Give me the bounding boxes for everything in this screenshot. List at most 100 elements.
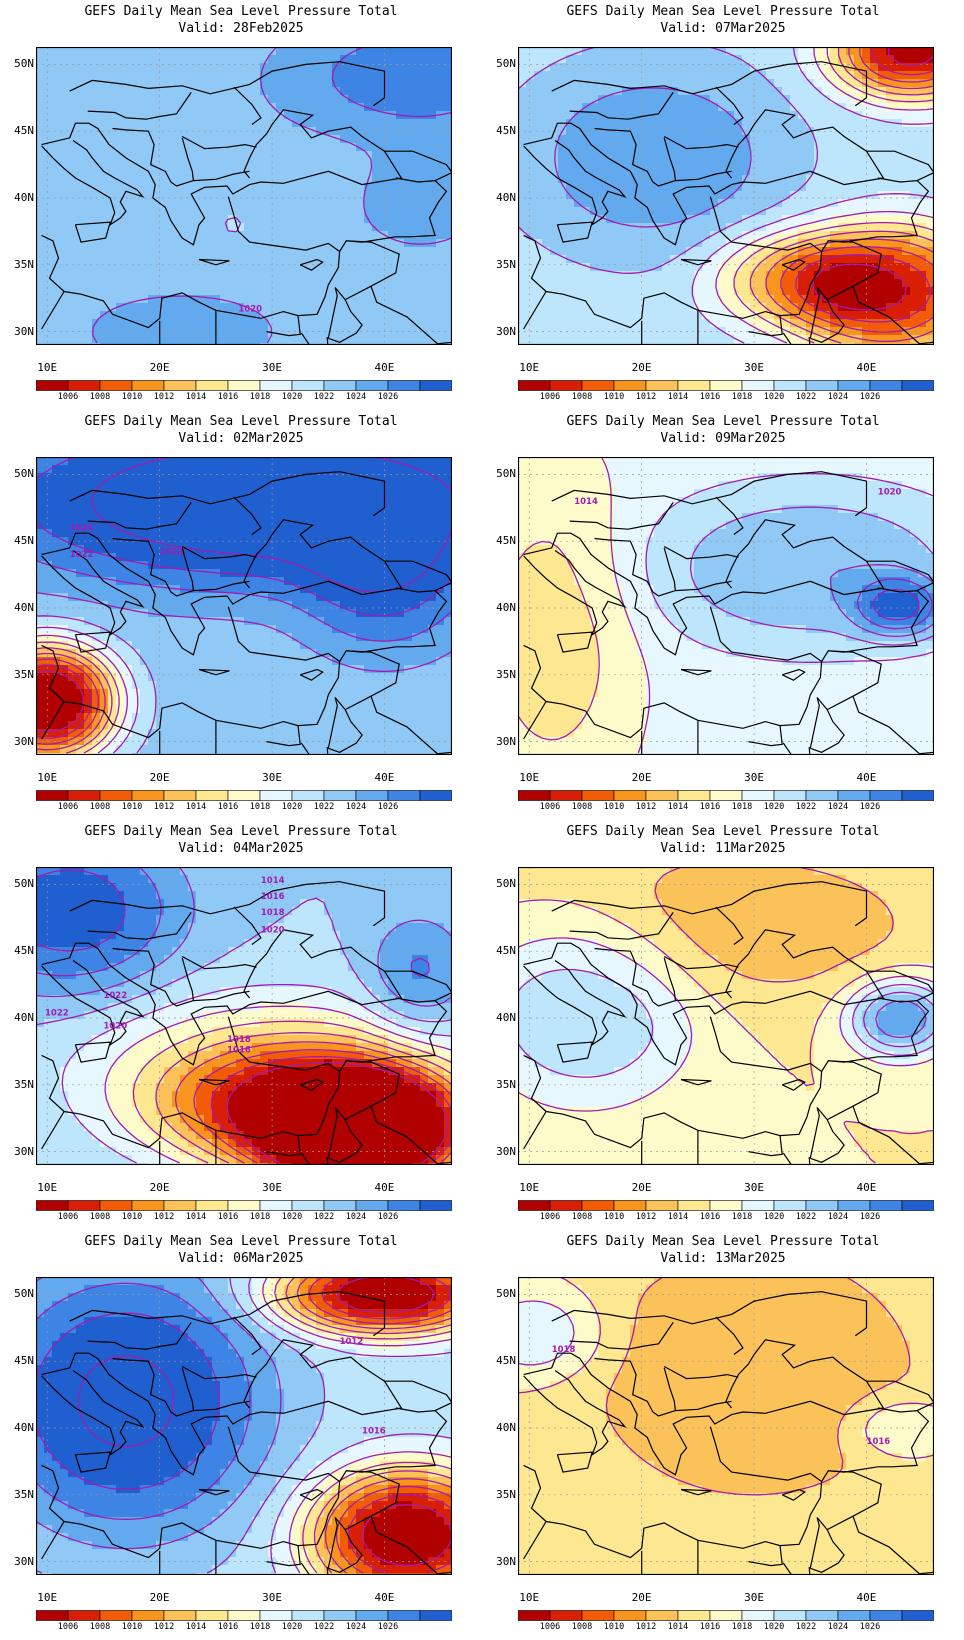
pressure-cell bbox=[614, 263, 623, 272]
pressure-cell bbox=[550, 159, 559, 168]
pressure-cell bbox=[292, 127, 301, 136]
pressure-cell bbox=[284, 489, 293, 498]
pressure-cell bbox=[582, 47, 591, 56]
pressure-cell bbox=[140, 79, 149, 88]
pressure-cell bbox=[396, 287, 405, 296]
pressure-cell bbox=[228, 223, 237, 232]
pressure-cell bbox=[164, 473, 173, 482]
pressure-cell bbox=[686, 135, 695, 144]
pressure-cell bbox=[388, 151, 397, 160]
pressure-cell bbox=[436, 497, 445, 506]
pressure-cell bbox=[92, 311, 101, 320]
pressure-cell bbox=[678, 191, 687, 200]
pressure-cell bbox=[436, 151, 445, 160]
pressure-cell bbox=[324, 513, 333, 522]
pressure-cell bbox=[324, 255, 333, 264]
pressure-cell bbox=[188, 255, 197, 264]
pressure-cell bbox=[774, 159, 783, 168]
pressure-cell bbox=[646, 175, 655, 184]
pressure-cell bbox=[244, 231, 253, 240]
pressure-cell bbox=[782, 135, 791, 144]
pressure-cell bbox=[180, 327, 189, 336]
pressure-cell bbox=[252, 63, 261, 72]
pressure-cell bbox=[444, 585, 452, 594]
pressure-cell bbox=[372, 311, 381, 320]
pressure-cell bbox=[244, 111, 253, 120]
pressure-cell bbox=[364, 457, 373, 466]
pressure-cell bbox=[742, 159, 751, 168]
pressure-cell bbox=[196, 295, 205, 304]
pressure-cell bbox=[630, 119, 639, 128]
pressure-cell bbox=[694, 95, 703, 104]
pressure-cell bbox=[830, 151, 839, 160]
pressure-cell bbox=[574, 111, 583, 120]
pressure-cell bbox=[702, 263, 711, 272]
pressure-cell bbox=[364, 311, 373, 320]
pressure-cell bbox=[244, 119, 253, 128]
pressure-cell bbox=[316, 199, 325, 208]
pressure-cell bbox=[220, 489, 229, 498]
pressure-cell bbox=[870, 303, 879, 312]
pressure-cell bbox=[100, 79, 109, 88]
pressure-cell bbox=[854, 159, 863, 168]
pressure-cell bbox=[718, 231, 727, 240]
pressure-cell bbox=[798, 111, 807, 120]
pressure-cell bbox=[854, 167, 863, 176]
pressure-cell bbox=[36, 335, 45, 344]
pressure-cell bbox=[798, 199, 807, 208]
pressure-cell bbox=[252, 319, 261, 328]
pressure-cell bbox=[364, 529, 373, 538]
pressure-cell bbox=[124, 577, 133, 586]
pressure-cell bbox=[284, 239, 293, 248]
pressure-cell bbox=[870, 135, 879, 144]
pressure-cell bbox=[180, 47, 189, 56]
pressure-cell bbox=[44, 569, 53, 578]
pressure-cell bbox=[356, 311, 365, 320]
pressure-cell bbox=[164, 505, 173, 514]
pressure-cell bbox=[68, 167, 77, 176]
pressure-cell bbox=[622, 71, 631, 80]
pressure-cell bbox=[550, 207, 559, 216]
pressure-cell bbox=[380, 311, 389, 320]
pressure-cell bbox=[662, 159, 671, 168]
pressure-cell bbox=[550, 111, 559, 120]
pressure-cell bbox=[758, 279, 767, 288]
pressure-cell bbox=[300, 71, 309, 80]
pressure-cell bbox=[550, 151, 559, 160]
pressure-cell bbox=[276, 295, 285, 304]
pressure-cell bbox=[60, 247, 69, 256]
pressure-cell bbox=[862, 191, 871, 200]
pressure-cell bbox=[574, 215, 583, 224]
pressure-cell bbox=[388, 183, 397, 192]
pressure-cell bbox=[806, 247, 815, 256]
pressure-cell bbox=[76, 311, 85, 320]
pressure-cell bbox=[846, 151, 855, 160]
pressure-cell bbox=[220, 135, 229, 144]
pressure-cell bbox=[814, 311, 823, 320]
pressure-cell bbox=[156, 119, 165, 128]
pressure-cell bbox=[838, 199, 847, 208]
pressure-cell bbox=[694, 63, 703, 72]
pressure-cell bbox=[750, 167, 759, 176]
pressure-cell bbox=[598, 95, 607, 104]
pressure-cell bbox=[646, 143, 655, 152]
pressure-cell bbox=[52, 513, 61, 522]
pressure-cell bbox=[44, 87, 53, 96]
pressure-cell bbox=[846, 47, 855, 56]
pressure-cell bbox=[404, 465, 413, 474]
pressure-cell bbox=[814, 183, 823, 192]
pressure-cell bbox=[734, 159, 743, 168]
pressure-cell bbox=[60, 513, 69, 522]
pressure-cell bbox=[694, 167, 703, 176]
pressure-cell bbox=[518, 111, 527, 120]
pressure-cell bbox=[84, 311, 93, 320]
pressure-cell bbox=[918, 295, 927, 304]
pressure-cell bbox=[308, 481, 317, 490]
pressure-cell bbox=[420, 255, 429, 264]
pressure-cell bbox=[758, 263, 767, 272]
pressure-cell bbox=[806, 231, 815, 240]
pressure-cell bbox=[324, 465, 333, 474]
pressure-cell bbox=[44, 159, 53, 168]
pressure-cell bbox=[172, 489, 181, 498]
pressure-cell bbox=[846, 119, 855, 128]
